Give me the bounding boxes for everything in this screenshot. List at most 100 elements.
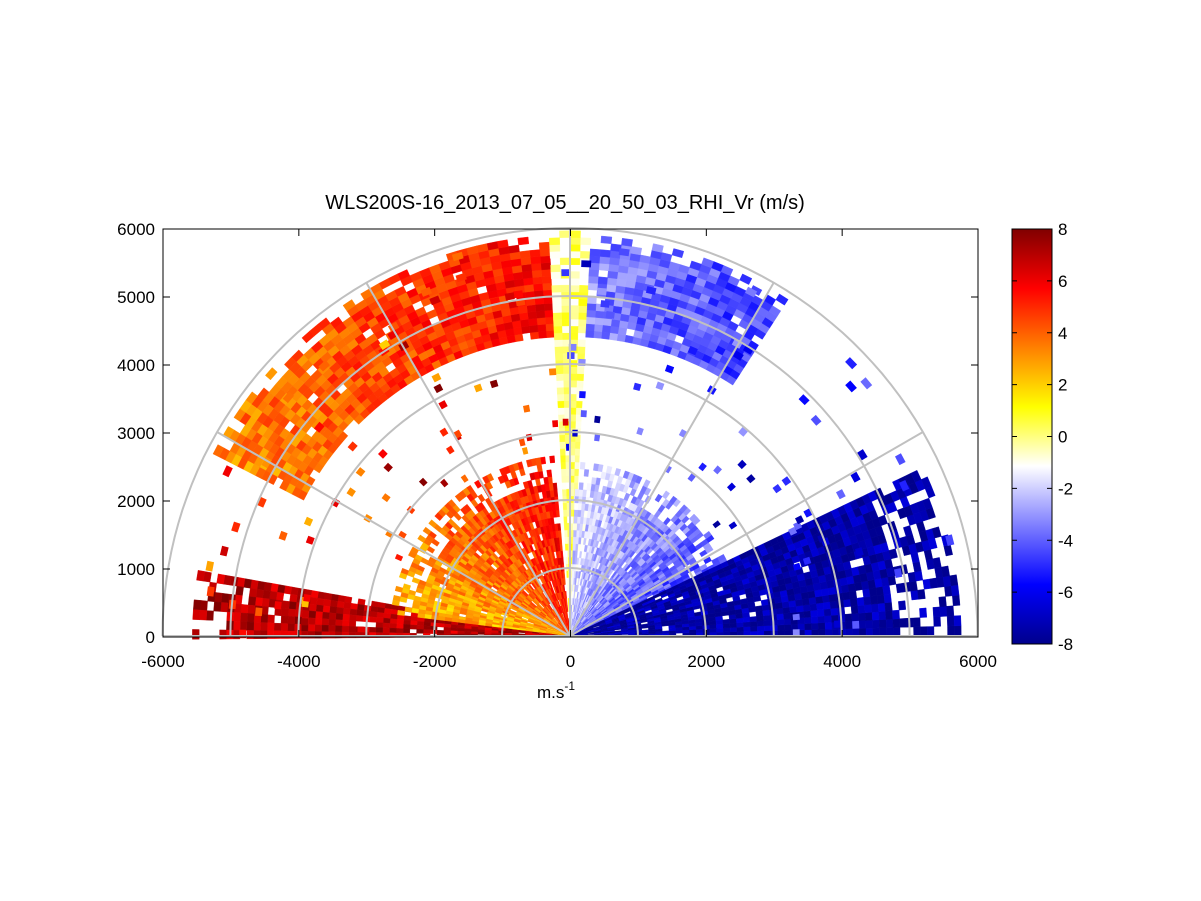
velocity-cell	[749, 621, 758, 627]
velocity-cell	[561, 325, 571, 334]
velocity-cell	[527, 311, 537, 320]
velocity-cell	[856, 597, 865, 606]
velocity-cell	[314, 624, 322, 632]
velocity-cell	[532, 283, 544, 292]
velocity-cell	[403, 615, 412, 621]
velocity-cell	[310, 590, 319, 599]
velocity-cell	[307, 617, 316, 626]
velocity-cell	[260, 622, 268, 631]
velocity-cell	[622, 470, 630, 480]
velocity-cell	[544, 316, 554, 325]
velocity-cell	[321, 618, 330, 626]
velocity-cell	[556, 380, 564, 388]
velocity-cell	[206, 586, 215, 597]
velocity-cell	[344, 596, 353, 604]
velocity-cell	[919, 607, 928, 618]
velocity-cell	[536, 317, 546, 326]
velocity-cell	[246, 621, 255, 631]
velocity-cell	[526, 304, 537, 313]
velocity-cell	[529, 331, 540, 340]
velocity-cell	[280, 623, 288, 632]
velocity-cell	[562, 488, 567, 497]
colorbar-tick-label: -4	[1058, 531, 1073, 550]
velocity-cell	[843, 598, 852, 608]
velocity-cell	[588, 269, 600, 277]
velocity-cell	[275, 591, 285, 601]
velocity-cell	[356, 603, 365, 611]
velocity-cell	[852, 620, 860, 629]
velocity-cell	[578, 305, 588, 314]
velocity-cell	[883, 593, 892, 604]
velocity-cell	[561, 475, 567, 483]
velocity-cell	[566, 577, 569, 585]
velocity-cell	[572, 429, 578, 437]
velocity-cell	[556, 373, 564, 381]
velocity-cell	[281, 600, 290, 610]
velocity-cell	[255, 588, 264, 599]
velocity-cell	[573, 475, 579, 483]
velocity-cell	[803, 610, 812, 618]
velocity-cell	[567, 590, 570, 599]
velocity-cell	[933, 616, 941, 627]
velocity-cell	[571, 584, 574, 592]
velocity-cell	[876, 594, 886, 604]
velocity-cell	[887, 575, 897, 586]
velocity-cell	[368, 626, 377, 633]
velocity-cell	[546, 469, 553, 478]
velocity-cell	[247, 596, 257, 606]
velocity-cell	[882, 585, 891, 595]
velocity-cell	[553, 332, 563, 341]
velocity-cell	[597, 287, 607, 296]
velocity-cell	[750, 625, 758, 632]
velocity-cell	[593, 330, 603, 339]
velocity-cell	[369, 616, 377, 623]
y-tick-label: 6000	[117, 220, 155, 239]
velocity-cell	[862, 588, 871, 598]
velocity-cell	[946, 605, 955, 617]
velocity-cell	[756, 625, 765, 632]
velocity-cell	[559, 230, 571, 238]
velocity-cell	[870, 603, 879, 613]
velocity-cell	[528, 324, 539, 333]
velocity-cell	[561, 305, 571, 313]
velocity-cell	[583, 469, 590, 477]
velocity-cell	[586, 483, 592, 491]
velocity-cell	[557, 393, 565, 402]
velocity-cell	[321, 624, 329, 633]
velocity-cell	[199, 609, 208, 621]
x-tick-label: -6000	[141, 652, 184, 671]
velocity-cell	[484, 632, 492, 635]
velocity-cell	[593, 323, 603, 332]
velocity-cell	[383, 612, 391, 619]
velocity-cell	[777, 624, 785, 631]
velocity-cell	[892, 627, 901, 637]
velocity-cell	[553, 325, 563, 334]
velocity-cell	[589, 248, 601, 257]
velocity-cell	[328, 618, 336, 626]
velocity-cell	[562, 373, 571, 381]
velocity-cell	[743, 626, 751, 632]
velocity-cell	[572, 556, 576, 565]
velocity-cell	[490, 632, 499, 635]
velocity-cell	[602, 317, 612, 327]
velocity-cell	[848, 590, 858, 600]
velocity-cell	[569, 380, 577, 388]
velocity-cell	[342, 299, 356, 312]
velocity-cell	[879, 619, 887, 629]
velocity-cell	[422, 526, 432, 536]
velocity-cell	[389, 613, 398, 620]
velocity-cell	[357, 626, 365, 633]
velocity-cell	[288, 601, 297, 610]
velocity-cell	[569, 257, 581, 266]
velocity-cell	[328, 625, 336, 633]
velocity-cell	[323, 592, 333, 601]
velocity-cell	[307, 624, 316, 632]
velocity-cell	[808, 596, 817, 605]
velocity-cell	[850, 605, 859, 615]
velocity-cell	[892, 618, 901, 628]
velocity-cell	[552, 420, 559, 428]
velocity-cell	[776, 613, 785, 620]
velocity-cell	[601, 324, 612, 333]
velocity-cell	[356, 609, 364, 617]
